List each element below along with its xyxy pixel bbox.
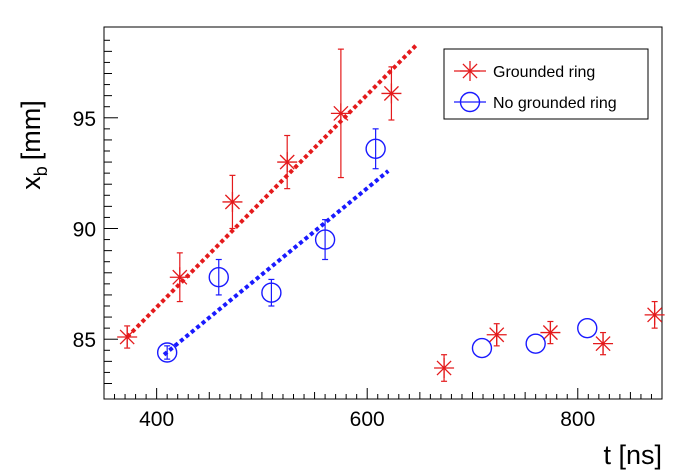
star-marker-stroke — [462, 63, 478, 79]
y-axis-label-sub: b — [31, 166, 51, 176]
y-tick-label: 90 — [73, 219, 96, 242]
circle-marker — [156, 342, 178, 363]
data-point-star — [117, 325, 138, 349]
y-tick-label: 85 — [73, 329, 96, 352]
data-points — [117, 48, 665, 382]
data-point-star — [169, 252, 190, 303]
circle-marker — [314, 229, 336, 250]
data-point-circle — [577, 317, 598, 339]
star-marker-stroke — [119, 329, 135, 345]
legend-item: No grounded ring — [454, 91, 617, 113]
data-point-star — [222, 174, 243, 230]
data-point-star — [381, 66, 402, 121]
circle-marker — [525, 333, 546, 354]
data-point-circle — [365, 128, 386, 170]
star-marker-stroke — [436, 360, 452, 376]
star-marker-stroke — [172, 269, 188, 285]
circle-marker — [471, 337, 493, 359]
star-marker-stroke — [224, 194, 240, 210]
svg-text:xb[mm]: xb [mm] — [16, 100, 51, 190]
data-point-circle — [314, 219, 336, 261]
circle-marker — [365, 138, 386, 159]
x-tick-label: 400 — [139, 408, 174, 431]
star-marker-stroke — [383, 85, 399, 101]
data-point-star — [644, 300, 665, 329]
fit-lines — [125, 43, 419, 357]
y-axis: 85 90 95 — [73, 39, 118, 384]
data-point-star — [330, 48, 351, 179]
data-point-circle — [156, 342, 178, 363]
star-marker-stroke — [489, 327, 505, 343]
data-point-star — [434, 354, 455, 382]
data-point-circle — [261, 278, 282, 307]
data-point-circle — [471, 337, 493, 359]
y-axis-label: xb [mm] — [16, 100, 51, 190]
x-tick-label: 600 — [350, 408, 385, 431]
data-point-star — [277, 134, 298, 190]
circle-marker — [208, 267, 229, 288]
legend-label: Grounded ring — [493, 64, 595, 81]
circle-marker — [577, 317, 598, 339]
fit-line — [162, 169, 390, 357]
data-point-star — [540, 320, 561, 345]
star-marker-stroke — [647, 307, 663, 323]
legend-item: Grounded ring — [454, 61, 595, 81]
circle-marker — [261, 282, 282, 303]
y-axis-label-unit: [mm] — [16, 100, 46, 160]
plot-frame — [103, 26, 663, 400]
star-marker-stroke — [542, 325, 558, 341]
legend-label: No grounded ring — [493, 95, 617, 112]
star-marker-stroke — [595, 336, 611, 352]
star-marker-stroke — [333, 105, 349, 121]
data-point-circle — [208, 258, 229, 296]
data-point-circle — [525, 333, 546, 354]
legend-swatch-circle — [459, 91, 481, 113]
data-point-star — [486, 323, 507, 347]
y-tick-label: 95 — [73, 108, 96, 131]
fit-line — [125, 43, 419, 339]
star-marker-stroke — [279, 154, 295, 170]
legend: Grounded ring No grounded ring — [443, 48, 649, 120]
x-axis-label: t [ns] — [603, 440, 662, 470]
data-point-star — [593, 331, 614, 356]
y-axis-label-main: x — [16, 176, 46, 190]
x-axis: 400 600 800 — [103, 388, 663, 431]
x-tick-label: 800 — [560, 408, 595, 431]
